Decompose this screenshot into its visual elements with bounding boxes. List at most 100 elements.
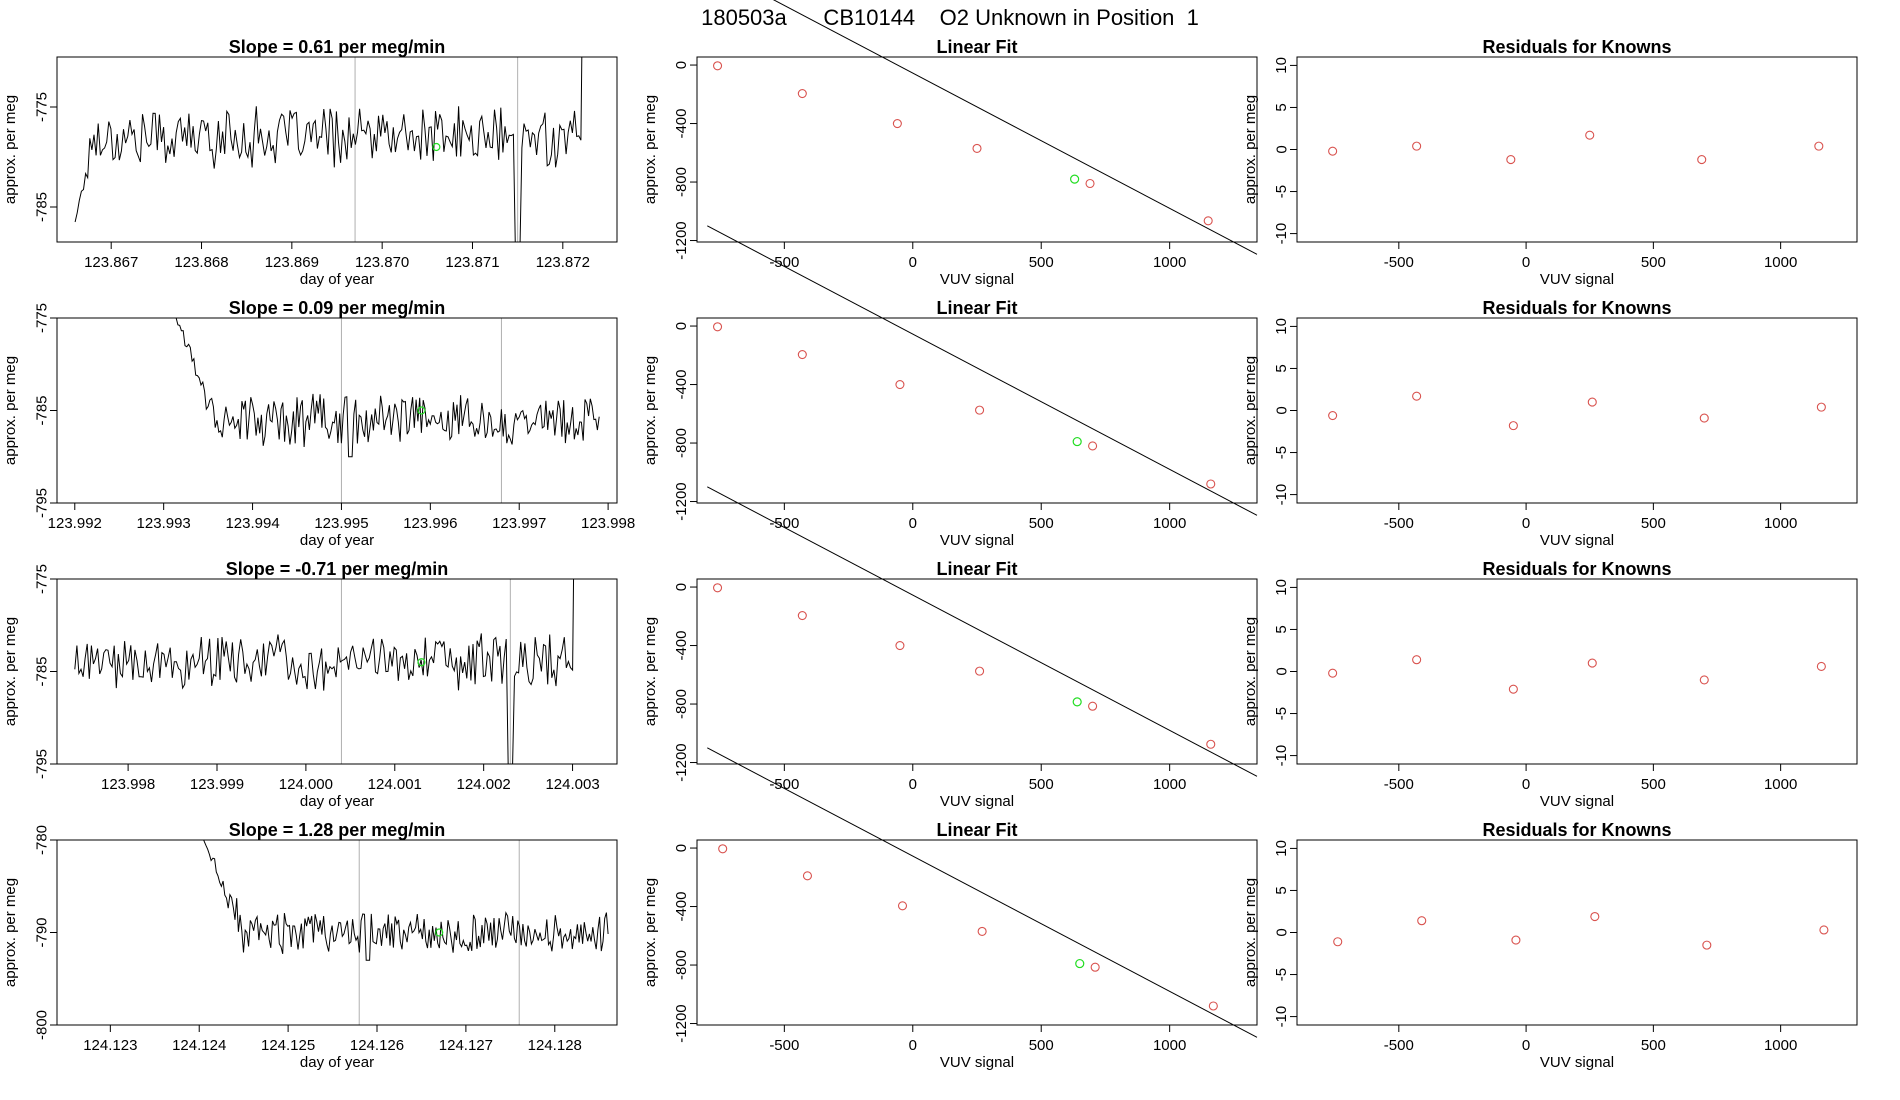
trace-series-line [175,318,600,458]
x-tick-label: 123.870 [355,254,409,271]
y-tick-label: 0 [673,61,690,69]
x-tick-label: 123.998 [581,515,635,532]
residuals-panel-1: -500 0 500 1000 10 5 0 -5 -10 Residuals for Known… [1242,37,1858,288]
panel-title: Slope = -0.71 per meg/min [226,559,449,579]
y-tick-label: -785 [33,395,50,425]
x-tick-label: 124.126 [350,1037,404,1054]
y-tick-label: -1200 [673,1004,690,1042]
x-tick-label: 124.123 [83,1037,137,1054]
y-tick-label: 0 [1273,667,1290,675]
residual-plot-frame [1296,578,1858,765]
residual-point [1819,925,1829,935]
fit-plot-frame [696,578,1258,765]
residual-point [1702,940,1712,950]
trace-series-line [74,57,583,242]
y-axis-label: approx. per meg [1242,356,1259,465]
y-tick-label: -775 [33,303,50,333]
fit-plot-frame [696,317,1258,504]
y-tick-label: -800 [673,167,690,197]
x-tick-label: 124.003 [545,776,599,793]
known-point [1208,1001,1218,1011]
residual-plot-frame [1296,56,1858,243]
y-tick-label: -400 [673,892,690,922]
known-point [718,844,728,854]
x-tick-label: -500 [1384,254,1414,271]
x-tick-label: 124.000 [279,776,333,793]
y-tick-label: -790 [33,917,50,947]
known-point [713,322,723,332]
y-tick-label: -800 [673,950,690,980]
y-axis-label: approx. per meg [2,95,19,204]
y-tick-label: -1200 [673,221,690,259]
fit-line [772,0,1258,255]
trace-plot-frame [56,317,618,504]
y-tick-label: -10 [1273,223,1290,245]
known-point [713,583,723,593]
known-point [1206,739,1216,749]
x-tick-label: 0 [1522,254,1530,271]
known-point [977,926,987,936]
x-tick-label: 124.002 [457,776,511,793]
panel-title: Residuals for Knowns [1482,298,1671,318]
x-axis-label: VUV signal [940,271,1014,288]
residuals-panel-4: -500 0 500 1000 10 5 0 -5 -10 Residuals for Known… [1242,820,1858,1071]
residual-plot-frame [1296,839,1858,1026]
x-tick-label: 123.867 [84,254,138,271]
x-tick-label: 500 [1641,254,1666,271]
known-point [895,640,905,651]
y-tick-label: 5 [1273,103,1290,111]
y-axis-label: approx. per meg [2,356,19,465]
x-tick-label: 1000 [1764,776,1797,793]
x-tick-label: 500 [1029,254,1054,271]
panel-title: Linear Fit [936,298,1017,318]
x-tick-label: 123.868 [174,254,228,271]
y-tick-label: -10 [1273,484,1290,506]
known-point [1088,441,1098,451]
y-tick-label: 5 [1273,886,1290,894]
y-tick-label: -800 [673,428,690,458]
known-point [972,143,982,153]
y-tick-label: 10 [1273,318,1290,335]
residual-point [1328,668,1338,678]
known-point [1088,701,1098,711]
residual-point [1587,658,1597,668]
x-axis-label: VUV signal [1540,532,1614,549]
x-tick-label: 1000 [1153,254,1186,271]
y-tick-label: 5 [1273,625,1290,633]
y-tick-label: -785 [33,192,50,222]
x-tick-label: 123.872 [536,254,590,271]
y-tick-label: -780 [33,825,50,855]
y-tick-label: -400 [673,109,690,139]
known-point [895,379,905,390]
x-tick-label: 1000 [1153,776,1186,793]
x-axis-label: day of year [300,532,374,549]
residual-point [1508,684,1518,694]
panel-title: Slope = 0.61 per meg/min [229,37,446,57]
unknown-point [1070,174,1080,184]
trace-plot-frame [56,56,618,243]
known-point [975,666,985,676]
x-tick-label: -500 [769,254,799,271]
y-tick-label: 0 [673,844,690,852]
x-tick-label: -500 [1384,515,1414,532]
y-tick-label: 0 [673,583,690,591]
panel-title: Linear Fit [936,820,1017,840]
page-title: 180503a CB10144 O2 Unknown in Position 1 [701,5,1199,30]
unknown-point [1072,436,1082,447]
trace-panel-3: 123.998 123.999 124.000 124.001 124.002 124.0… [2,559,618,810]
residual-plot-frame [1296,317,1858,504]
y-axis-label: approx. per meg [642,617,659,726]
x-tick-label: 0 [909,1037,917,1054]
residual-point [1412,391,1422,401]
residual-point [1328,410,1338,421]
residual-point [1585,130,1595,140]
unknown-marker [432,142,441,152]
residual-point [1412,141,1422,151]
fit-plot-frame [696,839,1258,1026]
x-tick-label: 124.125 [261,1037,315,1054]
x-axis-label: VUV signal [940,1054,1014,1071]
x-tick-label: 0 [1522,776,1530,793]
linear-fit-panel-4: -500 0 500 1000 0 -400 -800 -1200 Linear Fit VUV … [642,747,1258,1071]
x-tick-label: 124.128 [528,1037,582,1054]
known-point [1090,962,1100,972]
